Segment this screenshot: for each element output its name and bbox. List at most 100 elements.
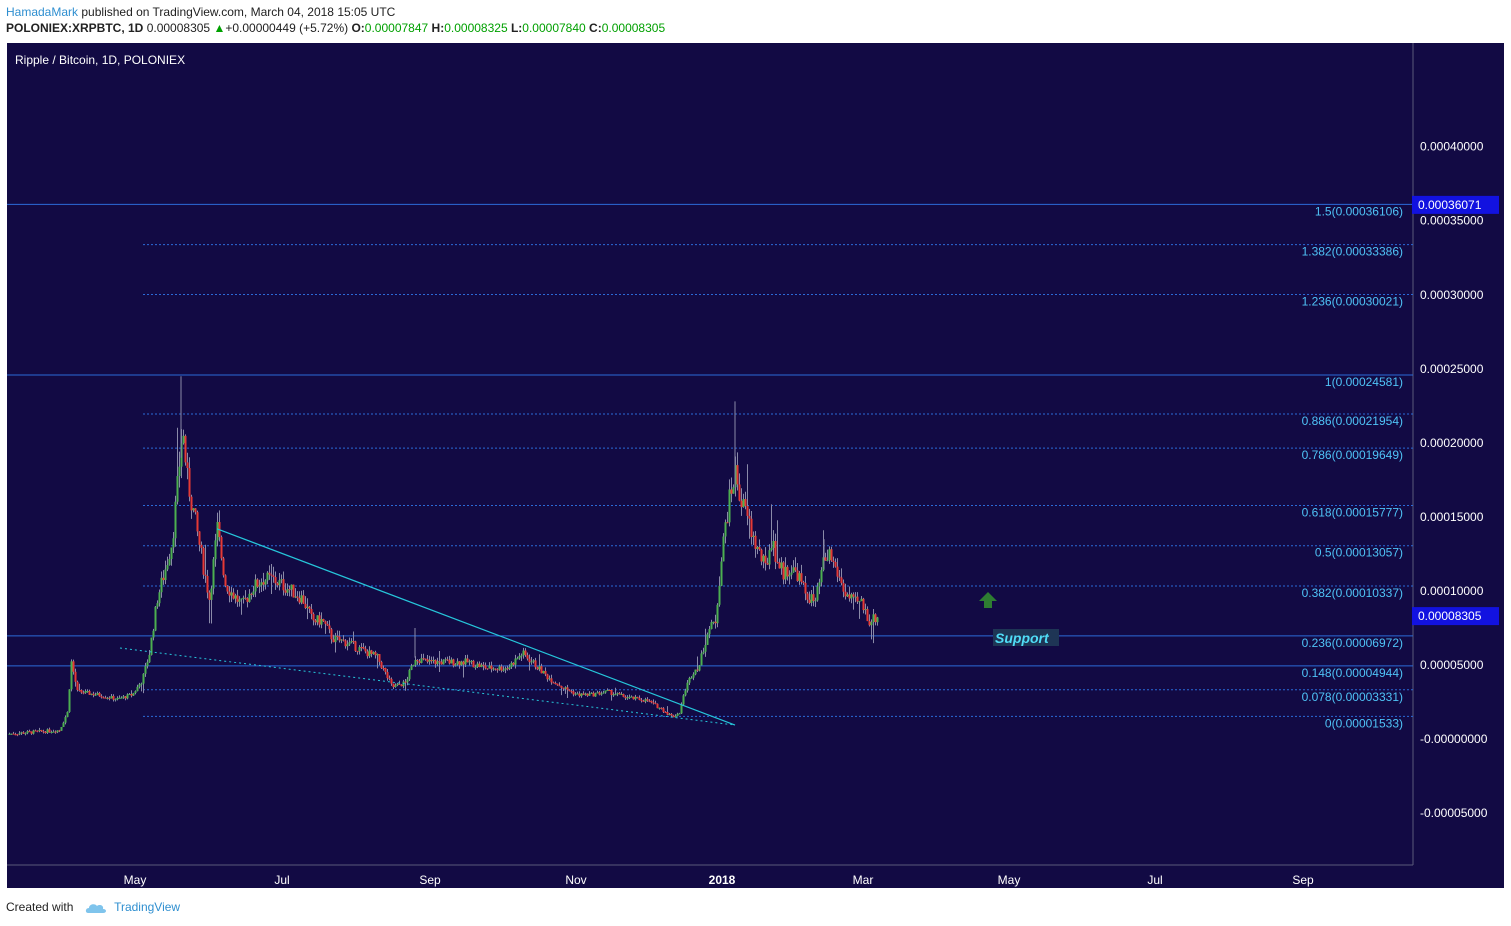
candle-body <box>590 692 593 694</box>
candle-body <box>664 711 667 713</box>
candle-body <box>852 594 855 597</box>
candle-body <box>338 636 341 641</box>
candle-body <box>444 659 447 661</box>
candle-body <box>628 696 631 698</box>
candle-body <box>466 658 469 663</box>
candle-body <box>872 614 875 623</box>
candle-body <box>112 696 115 700</box>
candle-body <box>48 729 51 733</box>
price-tick-label: 0.00025000 <box>1420 362 1484 376</box>
candle-body <box>224 575 227 586</box>
created-with-text: Created with <box>6 900 74 914</box>
candle-body <box>344 640 347 647</box>
candle-body <box>100 696 103 698</box>
candle-body <box>430 660 433 662</box>
candle-body <box>212 559 215 589</box>
candle-body <box>200 544 203 548</box>
candle-body <box>32 730 35 734</box>
candle-body <box>772 540 775 548</box>
candle-body <box>358 647 361 652</box>
candle-body <box>234 595 237 599</box>
candle-body <box>146 662 149 667</box>
candle-body <box>706 634 709 645</box>
candle-body <box>34 730 37 732</box>
price-axis[interactable] <box>1413 43 1504 865</box>
candle-body <box>360 647 363 649</box>
candle-body <box>512 662 515 665</box>
candle-body <box>788 574 791 577</box>
candle-body <box>14 734 17 736</box>
candle-body <box>768 550 771 565</box>
candle-body <box>64 717 67 723</box>
candle-body <box>314 620 317 623</box>
tradingview-link[interactable]: TradingView <box>114 900 181 914</box>
candle-body <box>792 567 795 573</box>
price-chart[interactable]: Ripple / Bitcoin, 1D, POLONIEX 1.5(0.000… <box>0 40 1511 892</box>
candle-body <box>426 659 429 662</box>
candle-body <box>638 697 641 700</box>
candle-body <box>118 697 121 699</box>
candle-body <box>796 570 799 581</box>
open-value: 0.00007847 <box>364 21 429 35</box>
candle-body <box>260 582 263 586</box>
candle-body <box>242 597 245 599</box>
fib-level-label: 0.5(0.00013057) <box>1315 546 1403 560</box>
candle-body <box>130 693 133 696</box>
candle-body <box>696 669 699 671</box>
candle-body <box>502 669 505 671</box>
candle-body <box>714 621 717 624</box>
candle-body <box>18 733 21 735</box>
candle-body <box>184 435 187 463</box>
chart-pane[interactable] <box>7 43 1413 865</box>
candle-body <box>312 613 315 621</box>
candle-body <box>248 593 251 602</box>
candle-body <box>462 661 465 665</box>
candle-body <box>454 664 457 666</box>
candle-body <box>592 692 595 697</box>
candle-body <box>666 712 669 715</box>
candle-body <box>536 667 539 670</box>
candle-body <box>76 681 79 690</box>
candle-body <box>594 693 597 697</box>
candle-body <box>70 661 73 690</box>
candle-body <box>138 684 141 687</box>
candle-body <box>616 693 619 695</box>
candle-body <box>326 623 329 626</box>
candles[interactable] <box>8 376 879 737</box>
candle-body <box>440 661 443 665</box>
candle-body <box>658 707 661 709</box>
candle-body <box>746 505 749 516</box>
candle-body <box>460 661 463 666</box>
candle-body <box>702 651 705 654</box>
candle-body <box>832 560 835 562</box>
candle-body <box>758 546 761 550</box>
candle-body <box>182 435 185 444</box>
candle-body <box>688 677 691 683</box>
candle-body <box>392 683 395 688</box>
author-link[interactable]: HamadaMark <box>6 5 79 19</box>
support-annotation[interactable]: Support <box>979 592 1059 646</box>
candle-body <box>236 595 239 602</box>
close-value: 0.00008305 <box>601 21 666 35</box>
candle-body <box>270 574 273 576</box>
candle-body <box>812 594 815 601</box>
trendlines[interactable] <box>119 528 736 726</box>
candle-body <box>596 692 599 694</box>
fib-retracement[interactable]: 1.5(0.00036106) 1.382(0.00033386) 1.236(0.… <box>7 203 1413 730</box>
candle-body <box>810 594 813 603</box>
candle-body <box>654 702 657 704</box>
time-axis[interactable] <box>7 865 1504 888</box>
candle-body <box>482 664 485 666</box>
candle-body <box>434 659 437 665</box>
candle-body <box>602 692 605 694</box>
candle-body <box>450 659 453 664</box>
candle-body <box>572 691 575 695</box>
candle-body <box>584 693 587 695</box>
candle-body <box>198 531 201 545</box>
candle-body <box>374 652 377 656</box>
up-arrow-icon <box>979 592 997 608</box>
fib-level-label: 1(0.00024581) <box>1325 375 1403 389</box>
candle-body <box>320 618 323 625</box>
publish-line: HamadaMark published on TradingView.com,… <box>6 4 665 20</box>
candle-body <box>608 690 611 692</box>
